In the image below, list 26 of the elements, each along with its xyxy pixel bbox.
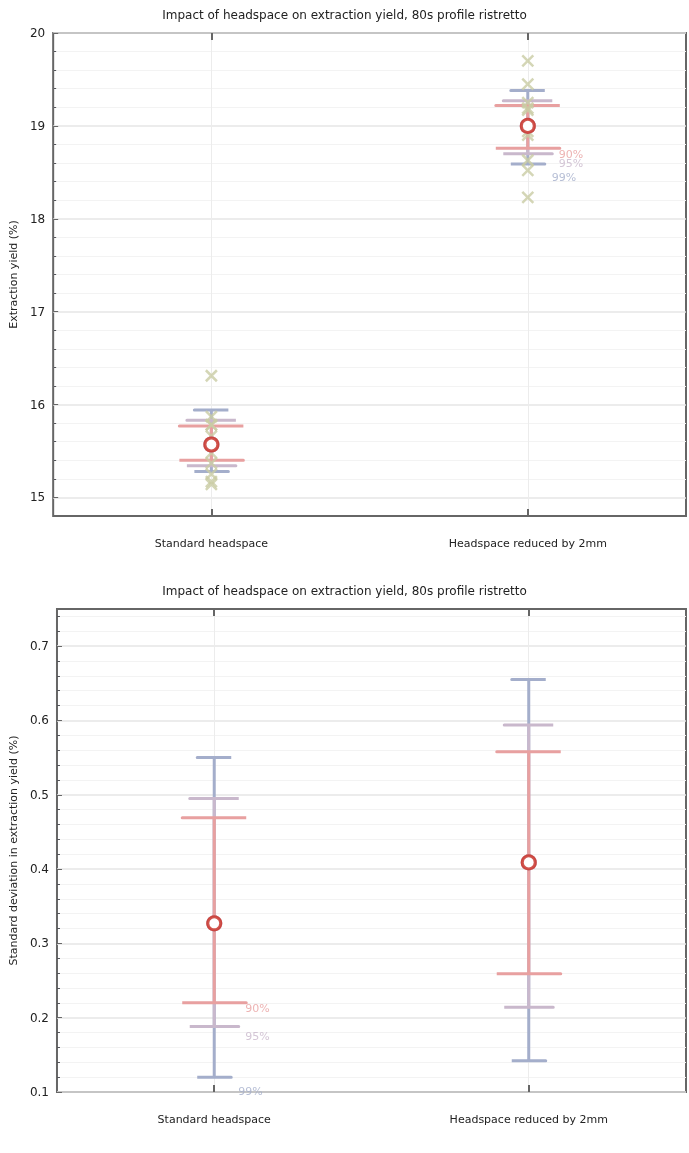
y-tick-label: 19	[29, 118, 46, 133]
chart-title: Impact of headspace on extraction yield, 80s profile ristretto	[162, 584, 527, 598]
annotation: 95%	[245, 1030, 270, 1044]
chart-title: Impact of headspace on extraction yield, 80s profile ristretto	[162, 8, 527, 22]
y-tick-label: 17	[29, 304, 46, 319]
y-tick-label: 0.4	[29, 862, 49, 877]
x-tick-label: Standard headspace	[157, 1113, 272, 1126]
y-axis-title: Standard deviation in extraction yield (%)	[7, 735, 20, 966]
y-tick-label: 0.5	[29, 787, 49, 802]
annotation: 90%	[245, 1002, 270, 1016]
x-tick-label: Headspace reduced by 2mm	[449, 1113, 608, 1126]
y-tick-label: 0.7	[29, 639, 49, 654]
y-tick-label: 16	[29, 397, 46, 412]
y-tick-label: 18	[29, 211, 46, 226]
annotation: 99%	[551, 171, 577, 185]
y-tick-label: 15	[29, 490, 46, 505]
y-tick-label: 0.2	[29, 1010, 49, 1025]
y-tick-label: 0.1	[29, 1085, 49, 1099]
y-tick-label: 20	[29, 26, 46, 40]
y-tick-label: 0.6	[29, 713, 49, 728]
x-tick-label: Standard headspace	[154, 537, 269, 550]
annotation: 99%	[238, 1084, 263, 1098]
x-tick-label: Headspace reduced by 2mm	[448, 537, 607, 550]
y-tick-label: 0.3	[29, 936, 49, 951]
y-axis-title: Extraction yield (%)	[7, 220, 20, 329]
annotation: 95%	[558, 157, 584, 171]
